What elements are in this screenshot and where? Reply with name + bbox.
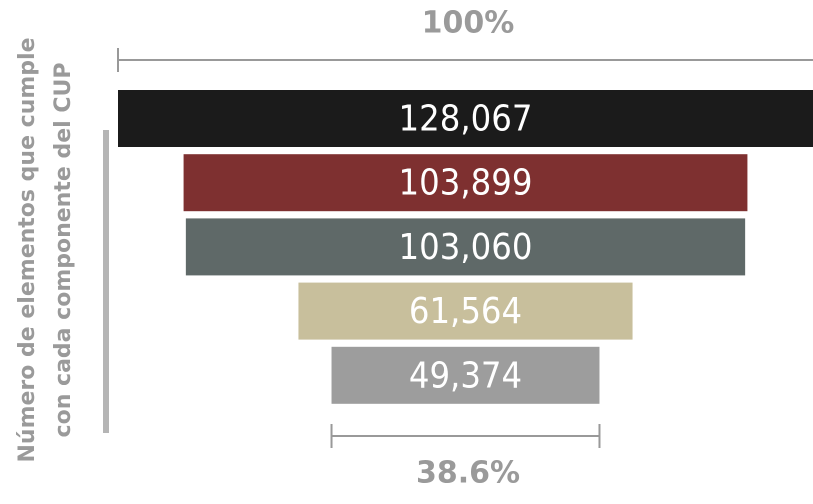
funnel-bar xyxy=(118,90,813,147)
axis-bar xyxy=(103,130,109,433)
top-annotation: 100% xyxy=(422,6,515,41)
value-label: 61,564 xyxy=(409,291,522,332)
value-label: 103,060 xyxy=(399,227,533,268)
bottom-annotation: 38.6% xyxy=(416,456,520,491)
value-label: 49,374 xyxy=(409,355,522,396)
value-label: 128,067 xyxy=(399,99,533,140)
funnel-bar xyxy=(183,154,748,212)
funnel-bar xyxy=(185,218,746,276)
funnel-bar xyxy=(298,282,633,340)
funnel-bar xyxy=(331,346,600,404)
y-label: con cada componente del CUP xyxy=(51,63,76,438)
y-label: Número de elementos que cumple xyxy=(15,38,40,463)
value-label: 103,899 xyxy=(399,163,533,204)
